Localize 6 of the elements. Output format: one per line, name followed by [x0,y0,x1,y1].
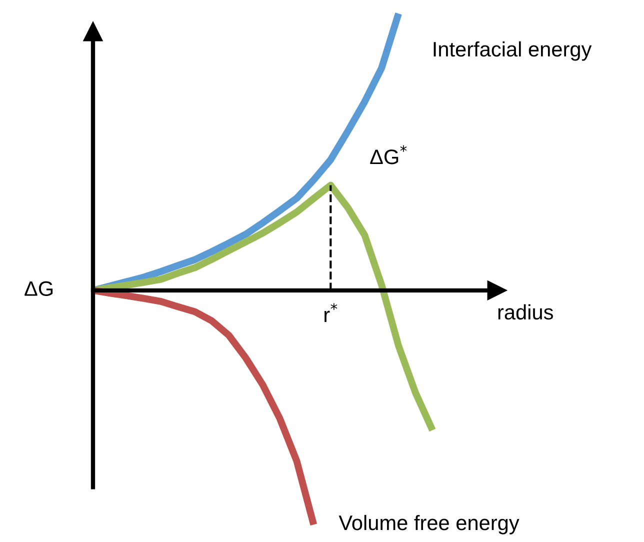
x-axis-title: radius [498,304,553,320]
y-axis-title: ΔG [24,281,53,296]
text: r$^{*}$ [324,303,338,322]
series-label: Volume free energy [338,514,520,534]
text: Interfacial energy [434,41,592,61]
annotation: ΔG$^{*}$ [370,145,407,164]
